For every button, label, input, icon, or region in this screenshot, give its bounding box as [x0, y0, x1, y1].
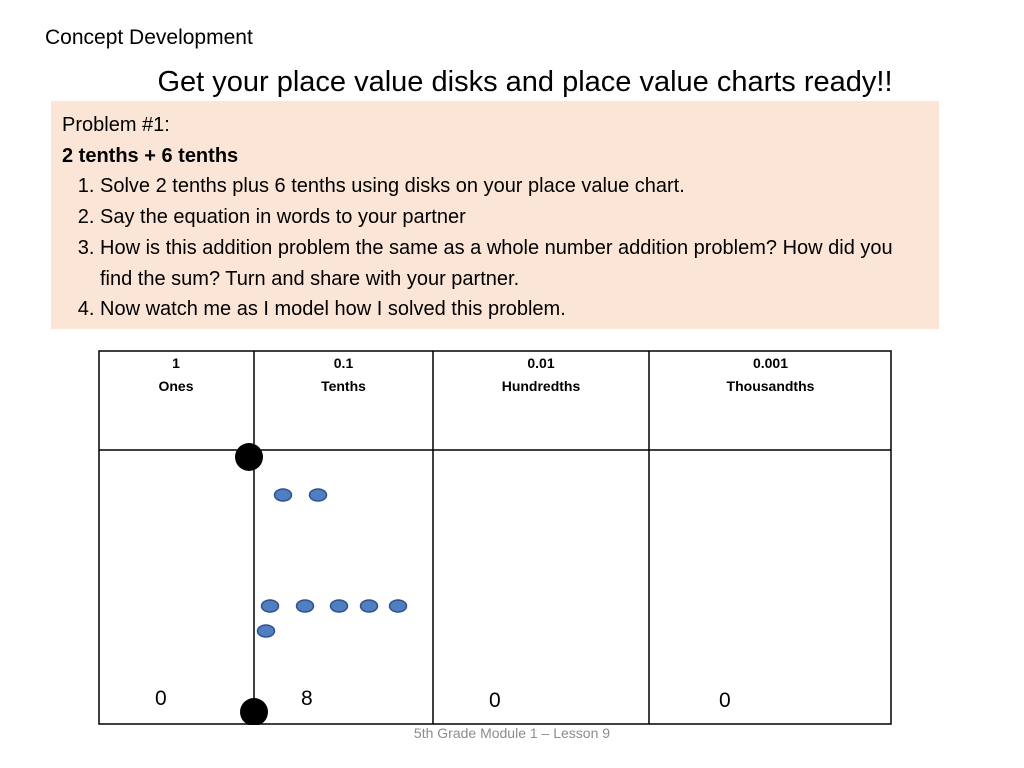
decimal-point-marker: [235, 443, 263, 471]
problem-box: Problem #1: 2 tenths + 6 tenths Solve 2 …: [51, 101, 939, 329]
header-name: Thousandths: [726, 378, 815, 394]
header-value: 1: [172, 355, 180, 371]
header-hundredths: 0.01 Hundredths: [433, 350, 649, 398]
disk-layer: [256, 488, 408, 638]
tenth-disk: [329, 599, 349, 613]
tenth-disk: [260, 599, 280, 613]
header-value: 0.001: [752, 355, 789, 371]
slide-footer: 5th Grade Module 1 – Lesson 9: [413, 725, 611, 741]
tenth-disk: [388, 599, 408, 613]
tenth-disk: [295, 599, 315, 613]
digit-hundredths: 0: [489, 689, 501, 712]
tenth-disk: [308, 488, 328, 502]
digit-tenths: 8: [301, 687, 313, 710]
problem-subheading: 2 tenths + 6 tenths: [62, 144, 239, 167]
tenth-disk: [359, 599, 379, 613]
slide-title: Get your place value disks and place val…: [157, 66, 893, 98]
digit-thousandths: 0: [719, 689, 731, 712]
problem-step: Now watch me as I model how I solved thi…: [100, 294, 928, 325]
header-ones: 1 Ones: [98, 350, 254, 398]
header-value: 0.01: [527, 355, 555, 371]
tenth-disk: [256, 624, 276, 638]
problem-step: How is this addition problem the same as…: [100, 233, 928, 294]
place-value-chart: 1 Ones 0.1 Tenths 0.01 Hundredths 0.001 …: [98, 350, 892, 725]
problem-steps: Solve 2 tenths plus 6 tenths using disks…: [62, 171, 928, 325]
header-name: Tenths: [321, 378, 366, 394]
chart-grid: [98, 350, 892, 725]
section-label: Concept Development: [45, 26, 253, 49]
header-thousandths: 0.001 Thousandths: [649, 350, 892, 398]
chart-border: [98, 350, 892, 725]
header-name: Ones: [158, 378, 194, 394]
tenth-disk: [273, 488, 293, 502]
header-name: Hundredths: [501, 378, 581, 394]
header-value: 0.1: [333, 355, 354, 371]
digit-ones: 0: [155, 687, 167, 710]
decimal-point-marker: [240, 698, 268, 725]
problem-heading: Problem #1:: [62, 114, 170, 136]
header-tenths: 0.1 Tenths: [254, 350, 433, 398]
problem-step: Solve 2 tenths plus 6 tenths using disks…: [100, 171, 928, 202]
problem-step: Say the equation in words to your partne…: [100, 202, 928, 233]
